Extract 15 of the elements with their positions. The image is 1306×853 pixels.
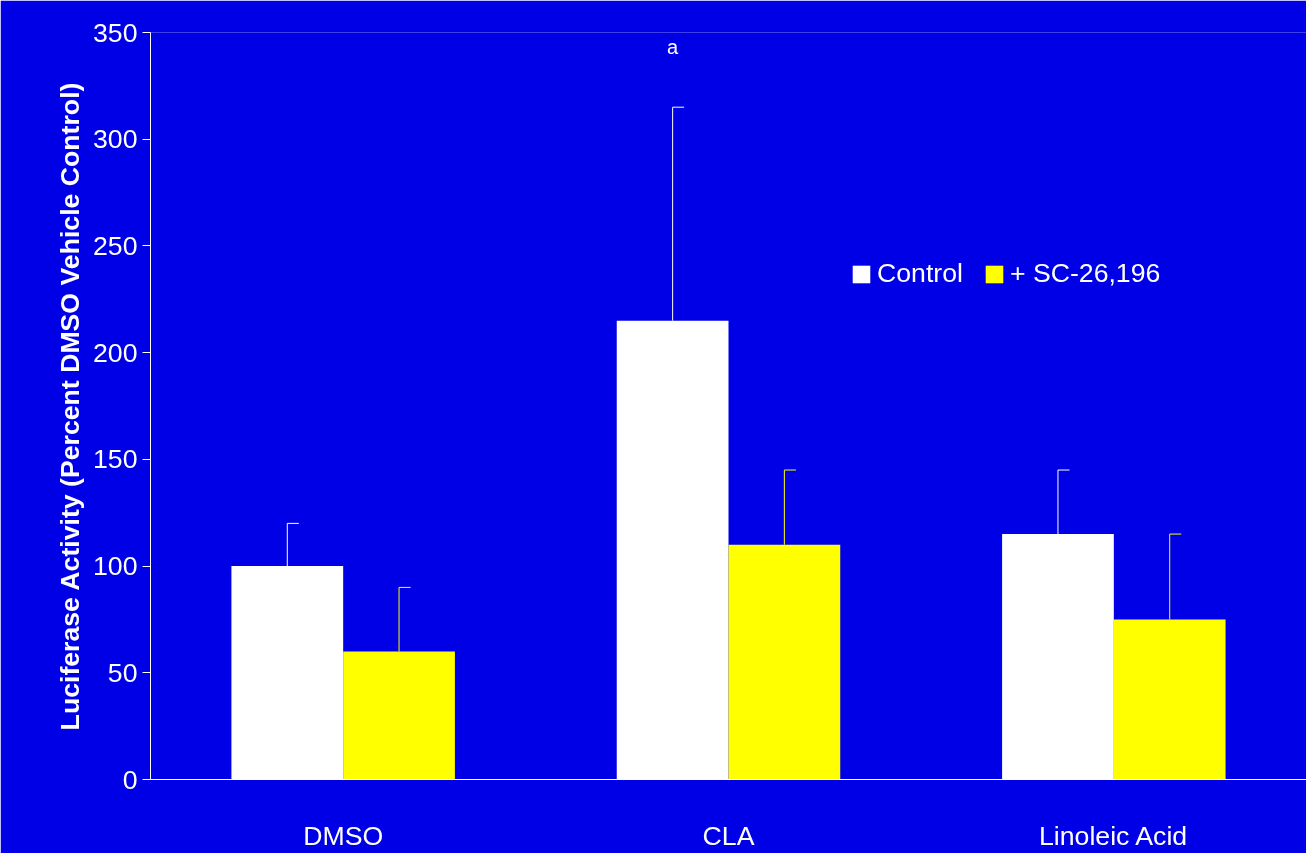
- annotation: a: [667, 36, 680, 59]
- y-tick-label: 200: [93, 337, 138, 368]
- y-tick-label: 0: [122, 764, 138, 795]
- legend-label: Control: [877, 258, 963, 289]
- y-tick-label: 350: [93, 17, 138, 48]
- y-tick-label: 50: [107, 657, 138, 688]
- y-tick-label: 100: [93, 551, 138, 582]
- y-axis-title: Luciferase Activity (Percent DMSO Vehicle Control): [55, 82, 86, 731]
- legend-label: + SC-26,196: [1009, 258, 1161, 289]
- x-tick-label: Linoleic Acid: [1039, 820, 1188, 851]
- y-tick-label: 250: [93, 230, 138, 261]
- y-tick-label: 300: [93, 124, 138, 155]
- y-tick-label: 150: [93, 444, 138, 475]
- x-tick-label: DMSO: [303, 820, 384, 851]
- x-tick-label: CLA: [702, 820, 755, 851]
